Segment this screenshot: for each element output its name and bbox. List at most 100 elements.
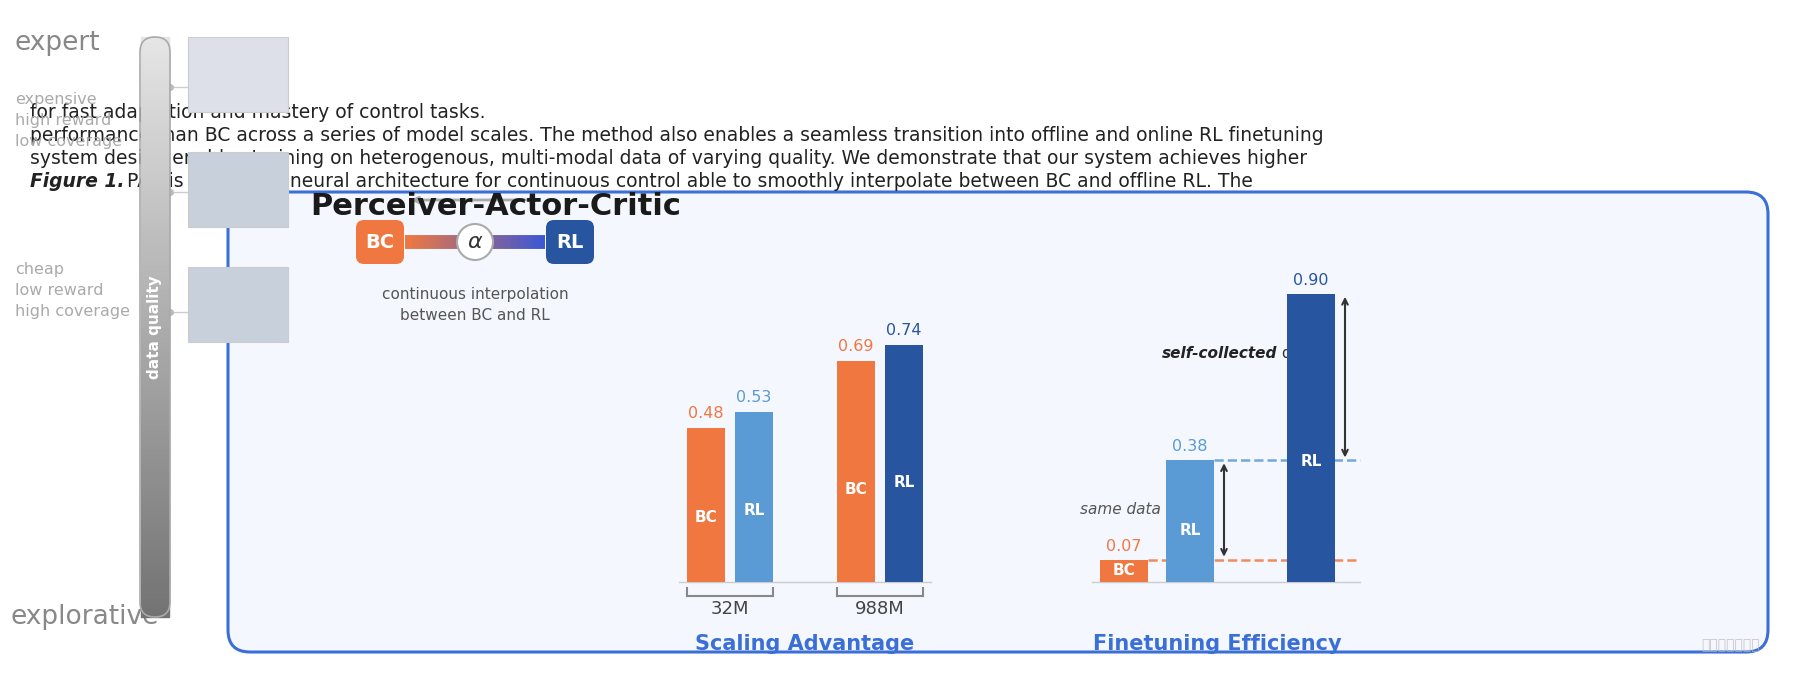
Bar <box>142 80 169 85</box>
Bar <box>142 331 169 337</box>
Text: for fast adaptation and mastery of control tasks.: for fast adaptation and mastery of contr… <box>31 103 485 122</box>
Bar <box>142 428 169 433</box>
Bar <box>142 322 169 327</box>
Text: BC: BC <box>1114 563 1135 578</box>
Bar <box>142 520 169 525</box>
Bar <box>142 264 169 269</box>
Bar <box>142 385 169 390</box>
Bar <box>1288 294 1334 582</box>
Text: RL: RL <box>893 475 914 490</box>
Bar <box>142 254 169 259</box>
Bar <box>688 428 726 582</box>
Bar <box>1099 560 1148 582</box>
Text: PAC is a scalable neural architecture for continuous control able to smoothly in: PAC is a scalable neural architecture fo… <box>115 172 1254 191</box>
Bar <box>142 607 169 612</box>
Text: RL: RL <box>744 503 765 518</box>
Text: 0.48: 0.48 <box>688 406 724 421</box>
Text: Perceiver-Actor-Critic: Perceiver-Actor-Critic <box>311 192 681 221</box>
Bar <box>142 394 169 400</box>
Bar <box>142 143 169 148</box>
Bar <box>142 515 169 520</box>
Bar <box>142 172 169 177</box>
Bar <box>142 360 169 366</box>
Text: Finetuning Efficiency: Finetuning Efficiency <box>1094 634 1342 654</box>
Bar <box>142 501 169 506</box>
FancyBboxPatch shape <box>356 220 404 264</box>
Bar <box>837 361 875 582</box>
Text: 兴顺综合新闻网: 兴顺综合新闻网 <box>1701 638 1760 652</box>
Text: 0.90: 0.90 <box>1293 273 1329 288</box>
Bar <box>142 568 169 574</box>
Text: $\alpha$: $\alpha$ <box>467 232 483 252</box>
Bar <box>142 539 169 544</box>
Bar <box>142 177 169 182</box>
Bar <box>142 273 169 279</box>
Bar <box>142 42 169 46</box>
Bar <box>142 355 169 361</box>
Bar <box>142 37 169 42</box>
Bar <box>142 61 169 66</box>
Bar <box>142 51 169 57</box>
Bar <box>142 336 169 342</box>
Text: same data: same data <box>1079 503 1160 518</box>
Bar <box>142 351 169 356</box>
Bar <box>142 56 169 61</box>
Bar <box>142 413 169 419</box>
Bar <box>142 433 169 438</box>
Bar <box>142 288 169 293</box>
Bar <box>142 138 169 143</box>
Bar <box>142 239 169 245</box>
Bar <box>142 119 169 124</box>
Bar <box>142 70 169 76</box>
Bar <box>142 249 169 254</box>
Bar <box>142 443 169 448</box>
Bar <box>142 481 169 486</box>
Bar <box>142 404 169 409</box>
Bar <box>142 423 169 428</box>
Bar <box>142 534 169 539</box>
Text: RL: RL <box>1180 523 1202 538</box>
Bar <box>142 293 169 298</box>
Bar <box>142 370 169 375</box>
Bar <box>142 452 169 458</box>
Bar <box>142 563 169 569</box>
Bar <box>142 95 169 100</box>
Bar <box>142 582 169 588</box>
Bar <box>885 345 923 582</box>
Bar <box>1166 460 1214 582</box>
Bar <box>142 75 169 80</box>
Bar <box>142 104 169 110</box>
Bar <box>189 37 287 112</box>
Bar <box>142 259 169 264</box>
Bar <box>142 486 169 491</box>
Bar <box>142 162 169 168</box>
Text: performance than BC across a series of model scales. The method also enables a s: performance than BC across a series of m… <box>31 126 1324 145</box>
Bar <box>142 549 169 554</box>
Text: cheap
low reward
high coverage: cheap low reward high coverage <box>14 262 129 319</box>
Text: BC: BC <box>365 233 395 252</box>
Text: RL: RL <box>1300 454 1322 469</box>
Bar <box>142 211 169 216</box>
Text: data quality: data quality <box>147 275 162 379</box>
Bar <box>142 327 169 332</box>
Bar <box>142 365 169 370</box>
Bar <box>142 220 169 226</box>
Text: data: data <box>1277 346 1316 361</box>
Bar <box>142 612 169 617</box>
Bar <box>142 505 169 511</box>
Bar <box>142 389 169 395</box>
Text: Figure 1.: Figure 1. <box>31 172 124 191</box>
Bar <box>142 578 169 583</box>
Bar <box>142 114 169 119</box>
FancyBboxPatch shape <box>228 192 1767 652</box>
Text: BC: BC <box>844 481 867 496</box>
Text: 32M: 32M <box>711 600 749 618</box>
Bar <box>142 593 169 597</box>
Bar <box>142 312 169 317</box>
Bar <box>142 225 169 231</box>
Text: continuous interpolation
between BC and RL: continuous interpolation between BC and … <box>383 287 568 323</box>
Bar <box>142 297 169 303</box>
Text: 0.38: 0.38 <box>1173 439 1207 454</box>
Bar <box>142 399 169 404</box>
Bar <box>142 153 169 158</box>
